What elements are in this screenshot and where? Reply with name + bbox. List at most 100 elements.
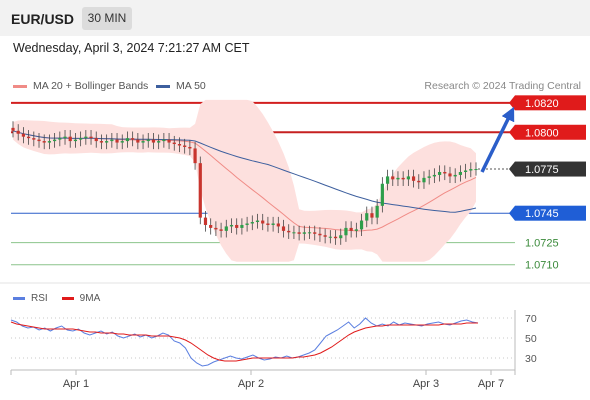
candle bbox=[37, 139, 41, 142]
candle bbox=[172, 142, 176, 145]
rsi-tick-30: 30 bbox=[525, 353, 537, 365]
timeframe-button[interactable]: 30 MIN bbox=[82, 7, 132, 30]
candle bbox=[432, 174, 436, 177]
pair-title: EUR/USD bbox=[11, 11, 75, 27]
level-tag-pointer bbox=[509, 205, 515, 221]
level-label-1.0725: 1.0725 bbox=[525, 238, 559, 250]
rsi-swatch bbox=[13, 297, 25, 300]
candle bbox=[32, 138, 36, 140]
candle bbox=[328, 236, 332, 238]
candle bbox=[401, 177, 405, 180]
candle bbox=[167, 139, 171, 143]
candle bbox=[266, 223, 270, 225]
rsi-tick-70: 70 bbox=[525, 313, 537, 325]
candle bbox=[193, 148, 197, 164]
candle bbox=[375, 205, 379, 218]
candle bbox=[339, 235, 343, 239]
level-tag-1.0820 bbox=[515, 95, 586, 111]
candle bbox=[245, 223, 249, 225]
candle bbox=[318, 233, 322, 236]
candle bbox=[313, 232, 317, 234]
candle bbox=[469, 169, 473, 171]
level-label-1.0775: 1.0775 bbox=[525, 164, 559, 176]
level-tag-pointer bbox=[509, 161, 515, 177]
candle bbox=[474, 169, 478, 171]
candle bbox=[203, 217, 208, 225]
bollinger-band bbox=[13, 99, 476, 262]
rsi-tick-50: 50 bbox=[525, 333, 537, 345]
candle bbox=[209, 224, 213, 228]
legend-ma20: MA 20 + Bollinger Bands bbox=[13, 80, 148, 92]
candle bbox=[261, 220, 265, 224]
candle bbox=[422, 177, 426, 183]
candle bbox=[146, 139, 150, 142]
legend-ma20-label: MA 20 + Bollinger Bands bbox=[33, 80, 149, 92]
candle bbox=[297, 232, 301, 234]
candle bbox=[292, 232, 296, 234]
candle bbox=[281, 226, 286, 231]
ma50-swatch bbox=[156, 84, 170, 88]
candle bbox=[437, 171, 442, 175]
candle bbox=[323, 235, 327, 237]
candle bbox=[370, 213, 374, 218]
candle bbox=[11, 127, 15, 131]
candle bbox=[354, 229, 358, 231]
level-tag-1.0775 bbox=[515, 161, 586, 177]
candle bbox=[214, 227, 218, 230]
x-tick-label: Apr 7 bbox=[478, 378, 504, 390]
level-label-1.0800: 1.0800 bbox=[525, 127, 559, 139]
candle bbox=[42, 141, 46, 143]
candle bbox=[307, 232, 312, 234]
rsi-legend: RSI 9MA bbox=[13, 293, 100, 304]
ma9-swatch bbox=[61, 297, 74, 300]
candle bbox=[177, 144, 182, 146]
candle bbox=[16, 130, 20, 134]
credit-text: Research © 2024 Trading Central bbox=[424, 80, 581, 92]
candle bbox=[219, 229, 223, 231]
candle bbox=[99, 141, 104, 143]
x-tick-label: Apr 3 bbox=[413, 378, 439, 390]
rsi-legend-label: RSI bbox=[31, 293, 48, 304]
candle bbox=[68, 136, 72, 142]
rsi-chart: 70 50 30 bbox=[10, 313, 537, 367]
level-tag-1.0800 bbox=[515, 124, 586, 140]
legend-ma50-label: MA 50 bbox=[176, 80, 206, 92]
ma9-legend-label: 9MA bbox=[79, 293, 101, 304]
x-axis: Apr 1 Apr 2 Apr 3 Apr 7 bbox=[63, 370, 504, 390]
candle bbox=[417, 180, 421, 183]
candle bbox=[115, 139, 119, 143]
rsi-ma9-line bbox=[10, 321, 478, 362]
candle bbox=[89, 136, 93, 139]
candle bbox=[84, 136, 88, 139]
candle bbox=[448, 173, 452, 177]
chart-datetime: Wednesday, April 3, 2024 7:21:27 AM CET bbox=[13, 41, 250, 55]
candle bbox=[349, 227, 353, 231]
ma50-line bbox=[12, 130, 477, 213]
candle bbox=[250, 222, 254, 224]
level-label-1.0820: 1.0820 bbox=[525, 98, 559, 110]
x-tick-label: Apr 1 bbox=[63, 378, 89, 390]
candle bbox=[141, 141, 145, 143]
candle bbox=[151, 139, 156, 143]
candle bbox=[365, 213, 369, 221]
candle bbox=[458, 171, 462, 175]
level-label-1.0745: 1.0745 bbox=[525, 208, 559, 220]
legend-ma50: MA 50 bbox=[156, 80, 206, 92]
candle bbox=[27, 136, 31, 139]
candle bbox=[411, 176, 416, 181]
candle bbox=[396, 177, 400, 180]
level-tag-pointer bbox=[509, 95, 515, 111]
candle bbox=[94, 138, 98, 142]
candle bbox=[271, 223, 275, 225]
candle bbox=[21, 133, 26, 137]
candle bbox=[235, 224, 239, 228]
candle bbox=[136, 139, 140, 143]
price-chart: 1.0820 1.0800 1.0775 1.0745 1.0725 1.0710 bbox=[11, 95, 586, 272]
level-tag-1.0745 bbox=[515, 205, 586, 221]
candle bbox=[229, 224, 234, 227]
candle bbox=[110, 139, 114, 142]
candle bbox=[344, 227, 348, 236]
candle bbox=[443, 171, 447, 174]
ma20-swatch bbox=[13, 84, 27, 88]
